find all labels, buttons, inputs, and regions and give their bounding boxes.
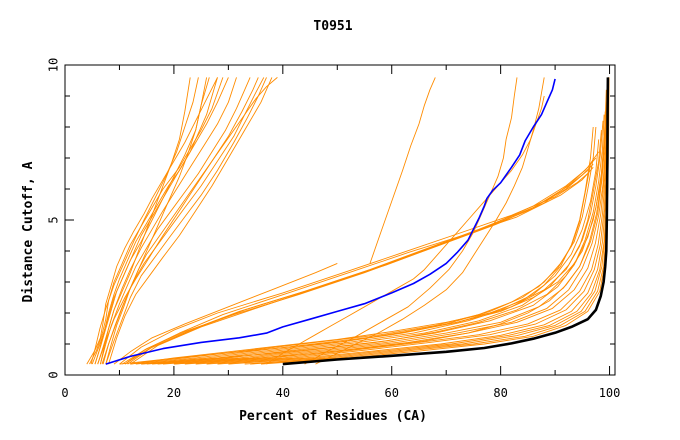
x-axis-label: Percent of Residues (CA)	[239, 409, 427, 424]
series-line-model	[184, 102, 608, 365]
x-tick-label: 40	[276, 386, 290, 400]
x-tick-label: 0	[61, 386, 68, 400]
series-line-model	[260, 77, 610, 365]
series-line-model	[141, 139, 600, 365]
series-line-model	[141, 102, 607, 365]
series-line-model	[91, 77, 218, 365]
y-tick-label: 0	[47, 371, 61, 378]
series-line-model	[369, 77, 436, 264]
series-line-model	[315, 77, 545, 365]
series-line-model	[173, 108, 607, 365]
series-line-model	[97, 77, 259, 365]
series-line-model	[99, 77, 251, 365]
series-line-model	[195, 95, 608, 365]
series-line-highlight	[105, 78, 556, 365]
series-line-model	[217, 77, 609, 365]
series-line-model	[119, 173, 589, 365]
series-line-model	[86, 77, 218, 365]
series-line-model	[94, 77, 208, 365]
series-line-model	[130, 151, 600, 365]
series-line-model	[105, 77, 210, 365]
series-line-model	[101, 77, 278, 365]
series-line-model	[108, 77, 273, 365]
series-layer	[86, 77, 610, 366]
y-tick-label: 10	[47, 58, 61, 72]
y-axis-label: Distance Cutoff, A	[21, 161, 36, 302]
series-line-model	[119, 89, 607, 365]
y-tick-label: 5	[47, 216, 61, 223]
series-line-model	[146, 130, 602, 365]
series-line-model	[206, 86, 609, 365]
x-tick-label: 60	[385, 386, 399, 400]
series-line-model	[157, 114, 605, 365]
series-line-model	[127, 157, 597, 365]
series-line-best	[282, 77, 610, 366]
series-line-model	[130, 164, 591, 365]
series-line-model	[121, 167, 594, 365]
plot-frame	[64, 64, 616, 376]
series-line-model	[113, 262, 338, 365]
series-line-model	[94, 77, 229, 365]
series-line-model	[304, 77, 518, 365]
series-line-model	[90, 77, 199, 365]
x-tick-label: 20	[167, 386, 181, 400]
x-tick-label: 80	[493, 386, 507, 400]
series-line-model	[105, 77, 267, 365]
series-line-model	[124, 170, 589, 365]
series-line-model	[99, 77, 191, 365]
series-line-model	[89, 77, 224, 365]
axis-ticks: 0 20 40 60 80 100 0 5 10	[47, 58, 621, 400]
series-line-model	[173, 95, 608, 365]
chart-title: T0951	[313, 19, 352, 34]
series-line-model	[250, 83, 610, 365]
series-line-model	[266, 95, 545, 365]
x-tick-label: 100	[599, 386, 621, 400]
